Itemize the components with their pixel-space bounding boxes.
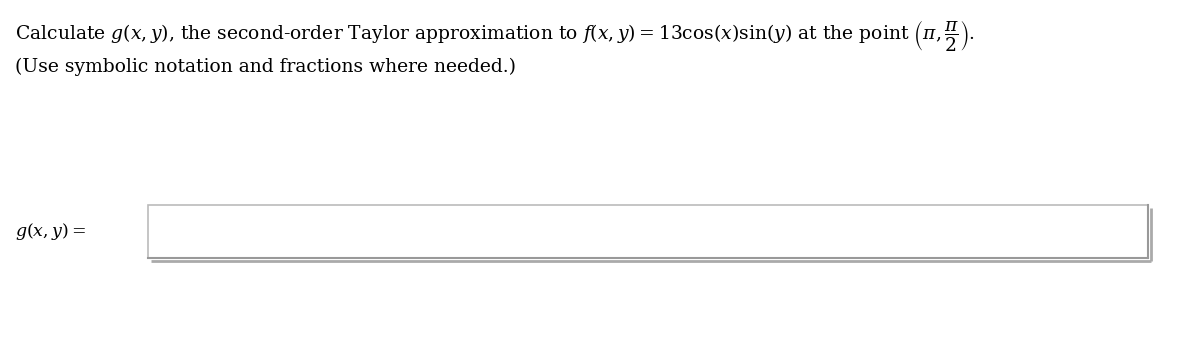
Text: Calculate $g(x, y)$, the second-order Taylor approximation to $f(x, y) = 13\cos(: Calculate $g(x, y)$, the second-order Ta… xyxy=(14,18,974,53)
Text: $g(x, y) =$: $g(x, y) =$ xyxy=(14,220,86,241)
FancyBboxPatch shape xyxy=(148,205,1148,258)
Text: (Use symbolic notation and fractions where needed.): (Use symbolic notation and fractions whe… xyxy=(14,58,516,76)
